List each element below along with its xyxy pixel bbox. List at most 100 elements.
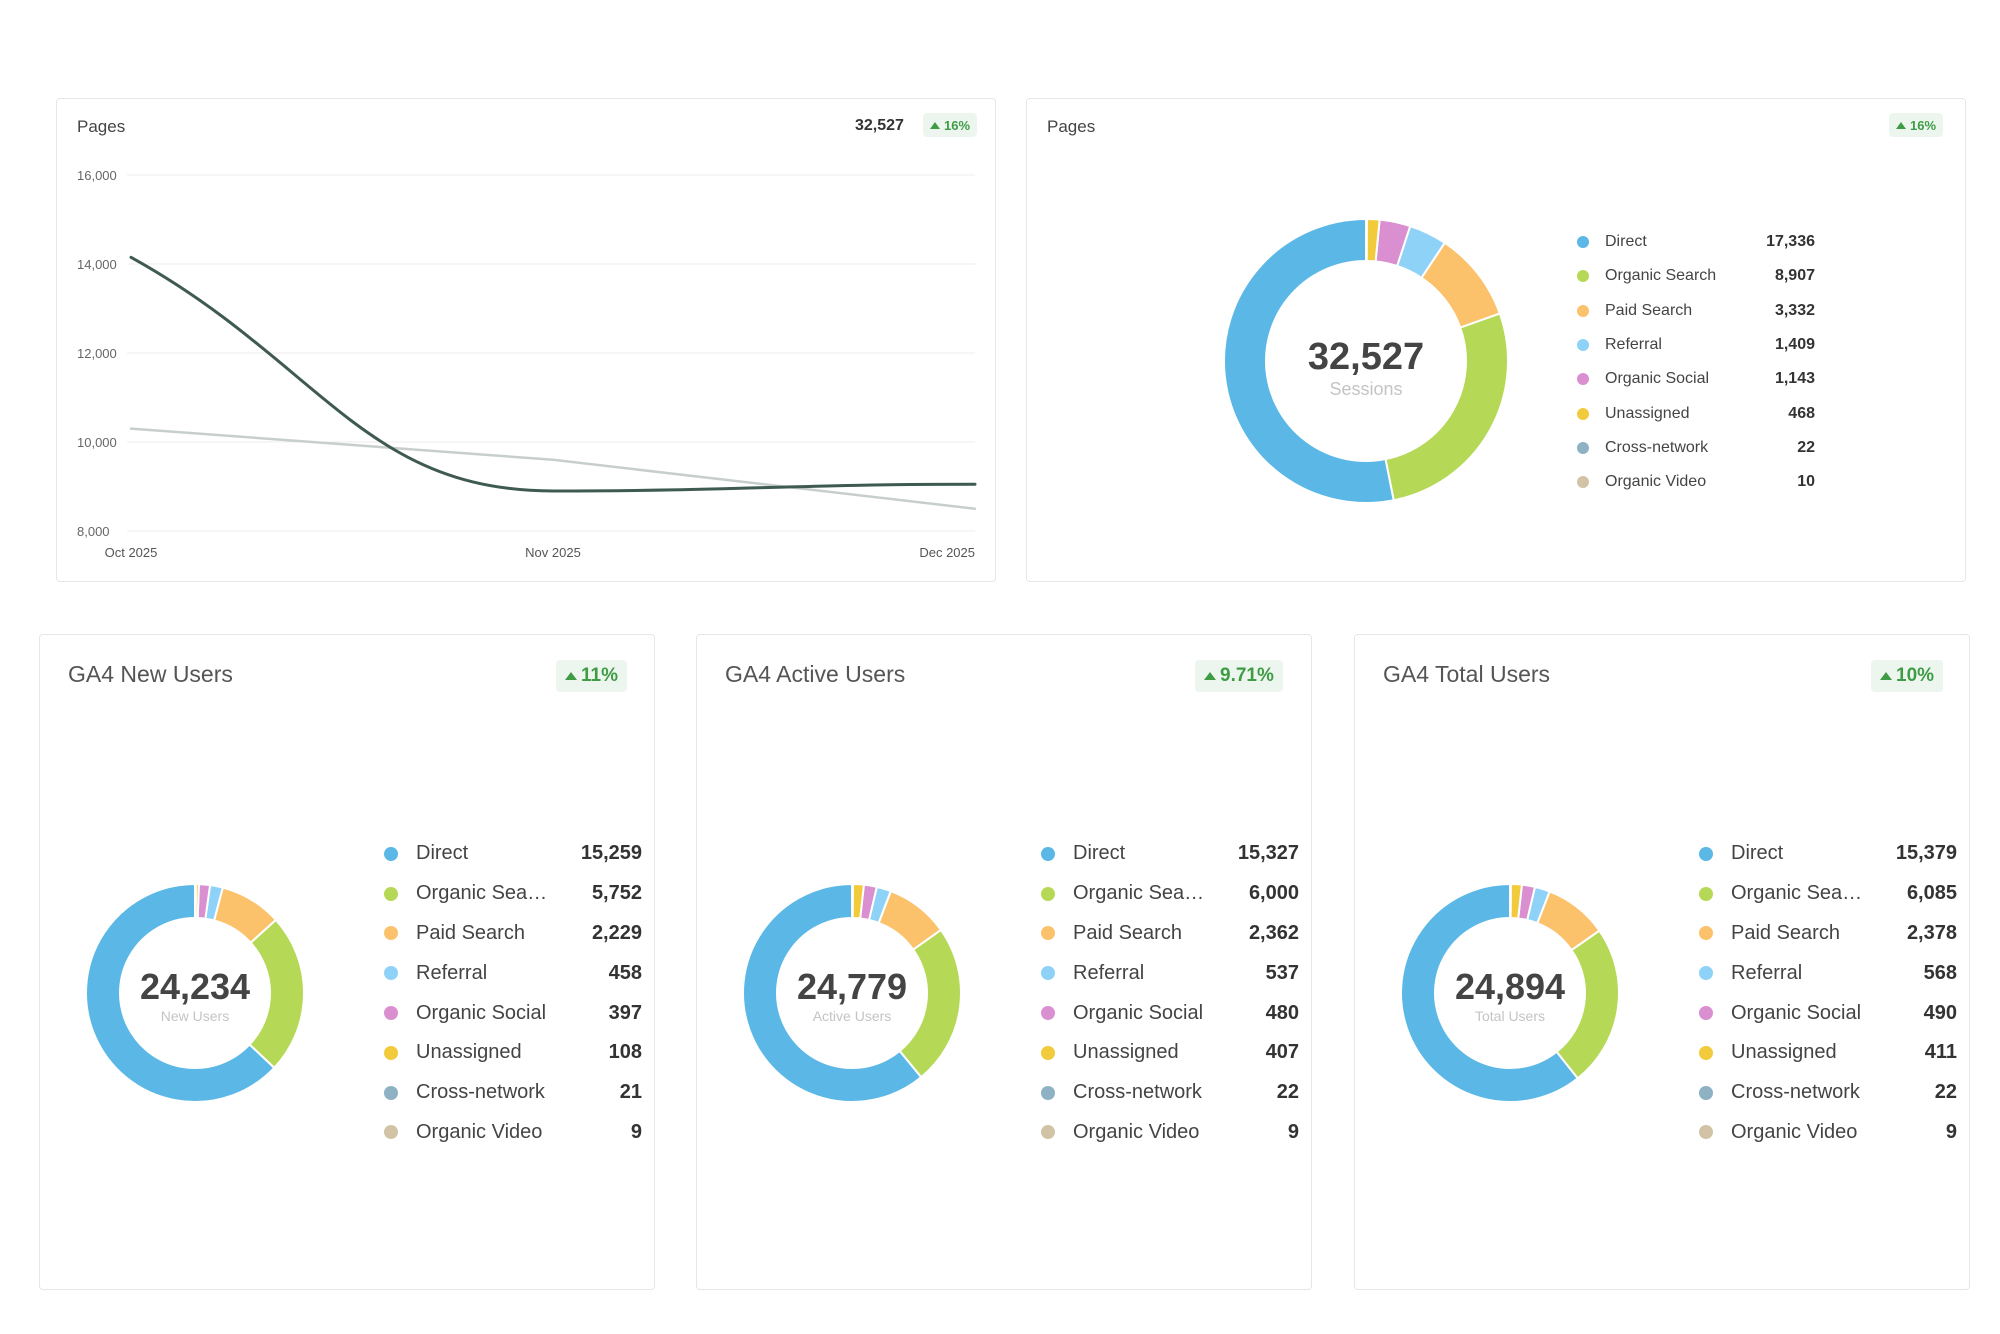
legend-label: Referral (1605, 336, 1662, 354)
legend-value: 15,327 (1237, 842, 1299, 865)
legend-value: 6,000 (1248, 882, 1299, 905)
legend-item: Organic Sea… 5,752 (384, 874, 642, 914)
y-tick-label: 10,000 (77, 435, 117, 450)
card-title: GA4 Active Users (725, 661, 906, 687)
y-tick-label: 8,000 (77, 524, 110, 539)
donut-slice (742, 882, 923, 1103)
legend-label: Organic Social (1605, 370, 1710, 388)
legend-value: 411 (1924, 1041, 1957, 1064)
legend-label: Direct (416, 842, 469, 865)
legend-item: Organic Social 480 (1041, 993, 1299, 1033)
legend-label: Organic Sea… (1731, 882, 1863, 905)
ga4-new-users-card: GA4 New Users 11% 24,234 New Users Direct… (39, 634, 655, 1290)
legend-label: Cross-network (416, 1081, 545, 1104)
legend-label: Unassigned (1605, 404, 1690, 422)
legend-label: Unassigned (416, 1041, 522, 1064)
legend-label: Organic Video (416, 1120, 543, 1143)
legend-label: Organic Video (1605, 473, 1707, 491)
legend-label: Organic Sea… (416, 882, 548, 905)
legend-label: Cross-network (1073, 1081, 1202, 1104)
legend-label: Direct (1073, 842, 1126, 865)
legend-dot-icon (1699, 1085, 1713, 1100)
line-chart: 16,000 14,000 12,000 10,000 8,000 Oct 2025 Nov… (77, 168, 977, 560)
legend-label: Organic Sea… (1073, 882, 1205, 905)
legend-dot-icon (384, 1085, 398, 1100)
change-value: 9.71% (1220, 665, 1274, 686)
legend-dot-icon (1577, 373, 1589, 386)
arrow-up-icon (1896, 121, 1906, 129)
change-badge: 11% (556, 660, 627, 692)
x-tick-label: Dec 2025 (919, 545, 975, 560)
legend-value: 17,336 (1766, 233, 1815, 251)
legend-dot-icon (384, 846, 398, 861)
legend-label: Cross-network (1605, 438, 1709, 456)
legend-value: 3,332 (1774, 301, 1815, 319)
change-badge: 16% (1889, 113, 1944, 137)
legend-item: Cross-network 22 (1577, 431, 1815, 465)
legend-dot-icon (1699, 886, 1713, 901)
legend-dot-icon (1699, 1006, 1713, 1021)
legend-dot-icon (1577, 304, 1589, 317)
donut-slice (1555, 929, 1620, 1080)
legend-label: Paid Search (1073, 921, 1182, 944)
legend-item: Direct 17,336 (1577, 225, 1815, 259)
legend-item: Organic Video 9 (1699, 1113, 1957, 1153)
legend-item: Direct 15,259 (384, 834, 642, 874)
legend-item: Unassigned 468 (1577, 396, 1815, 430)
legend-dot-icon (1577, 270, 1589, 283)
legend-item: Organic Social 397 (384, 993, 642, 1033)
legend-value: 468 (1788, 404, 1815, 422)
legend-value: 568 (1923, 961, 1957, 984)
center-value: 32,527 (1308, 336, 1424, 378)
donut-slice (85, 882, 276, 1103)
legend-dot-icon (1041, 966, 1055, 981)
legend-dot-icon (1577, 441, 1589, 454)
legend-value: 15,379 (1895, 842, 1957, 865)
legend-item: Organic Video 9 (384, 1113, 642, 1153)
legend-value: 5,752 (591, 882, 642, 905)
legend-value: 22 (1797, 438, 1815, 456)
legend-dot-icon (1041, 1045, 1055, 1060)
y-tick-label: 16,000 (77, 168, 117, 183)
legend-label: Direct (1605, 233, 1647, 251)
donut-legend: Direct 15,379 Organic Sea… 6,085 Paid Search… (1699, 834, 1957, 1152)
legend-value: 9 (1287, 1120, 1299, 1143)
ga4-total-users-card: GA4 Total Users 10% 24,894 Total Users Di… (1354, 634, 1970, 1290)
donut-slice (898, 928, 962, 1079)
legend-value: 480 (1265, 1001, 1299, 1024)
legend-label: Organic Search (1605, 267, 1717, 285)
change-badge: 16% (923, 113, 978, 137)
change-badge: 10% (1871, 660, 1944, 692)
card-title: Pages (77, 117, 126, 136)
legend-dot-icon (1041, 1006, 1055, 1021)
legend-label: Referral (1731, 961, 1803, 984)
legend-item: Organic Social 490 (1699, 993, 1957, 1033)
change-value: 16% (1910, 117, 1937, 133)
legend-value: 2,229 (591, 921, 642, 944)
y-tick-label: 12,000 (77, 346, 117, 361)
legend-value: 10 (1797, 473, 1815, 491)
legend-label: Organic Social (1731, 1001, 1862, 1024)
legend-item: Cross-network 21 (384, 1073, 642, 1113)
legend-label: Paid Search (416, 921, 525, 944)
legend-dot-icon (384, 1125, 398, 1140)
legend-value: 490 (1923, 1001, 1957, 1024)
legend-label: Referral (416, 961, 488, 984)
change-badge: 9.71% (1195, 660, 1283, 692)
card-title: GA4 New Users (68, 661, 233, 687)
center-label: New Users (161, 1008, 229, 1024)
total-value: 32,527 (855, 117, 904, 134)
legend-label: Cross-network (1731, 1081, 1860, 1104)
legend-dot-icon (1041, 1085, 1055, 1100)
legend-dot-icon (384, 1006, 398, 1021)
legend-value: 22 (1934, 1081, 1957, 1104)
donut-legend: Direct 15,259 Organic Sea… 5,752 Paid Search… (384, 834, 642, 1152)
legend-item: Referral 1,409 (1577, 328, 1815, 362)
legend-item: Organic Video 10 (1577, 465, 1815, 499)
legend-item: Paid Search 2,378 (1699, 914, 1957, 954)
legend-dot-icon (1577, 236, 1589, 249)
legend-dot-icon (384, 886, 398, 901)
legend-value: 108 (608, 1041, 642, 1064)
